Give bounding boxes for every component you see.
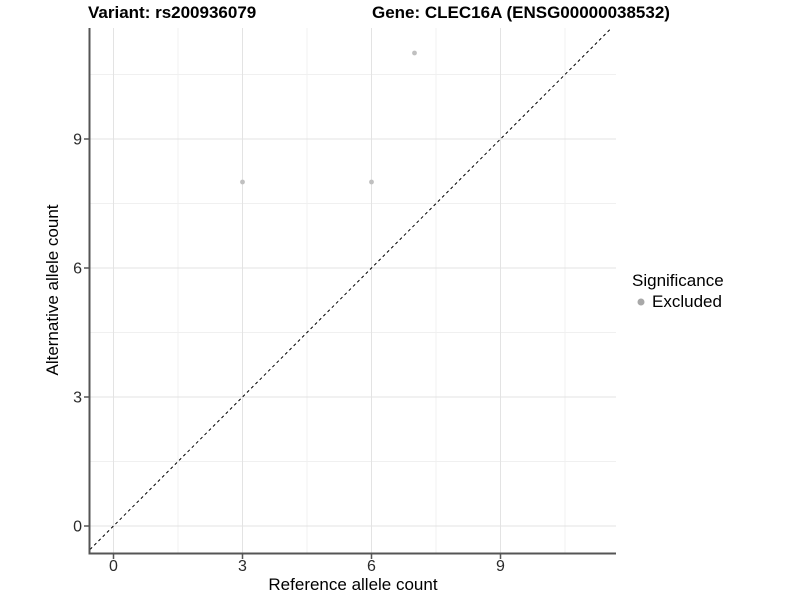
data-point <box>369 179 374 185</box>
legend-item-excluded: Excluded <box>632 292 724 312</box>
identity-line <box>89 27 612 550</box>
x-tick-label: 3 <box>238 558 247 575</box>
x-tick-label: 6 <box>367 558 376 575</box>
x-tick-label: 9 <box>496 558 505 575</box>
data-point <box>240 179 245 185</box>
data-point <box>412 50 417 56</box>
y-tick-label: 9 <box>73 132 82 149</box>
x-tick-label: 0 <box>109 558 118 575</box>
x-axis-title: Reference allele count <box>268 575 438 594</box>
excluded-point-icon <box>637 298 645 306</box>
legend-key <box>632 293 650 311</box>
plot-title-variant: Variant: rs200936079 <box>88 3 257 22</box>
y-tick-label: 3 <box>73 390 82 407</box>
y-axis-title: Alternative allele count <box>43 204 62 376</box>
y-tick-label: 0 <box>73 519 82 536</box>
y-tick-label: 6 <box>73 261 82 278</box>
legend-item-label: Excluded <box>652 292 722 311</box>
legend-title: Significance <box>632 271 724 290</box>
plot-title-gene: Gene: CLEC16A (ENSG00000038532) <box>372 3 670 22</box>
legend: Significance Excluded <box>632 271 724 312</box>
